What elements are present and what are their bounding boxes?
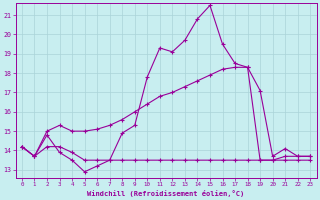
X-axis label: Windchill (Refroidissement éolien,°C): Windchill (Refroidissement éolien,°C) (87, 190, 245, 197)
